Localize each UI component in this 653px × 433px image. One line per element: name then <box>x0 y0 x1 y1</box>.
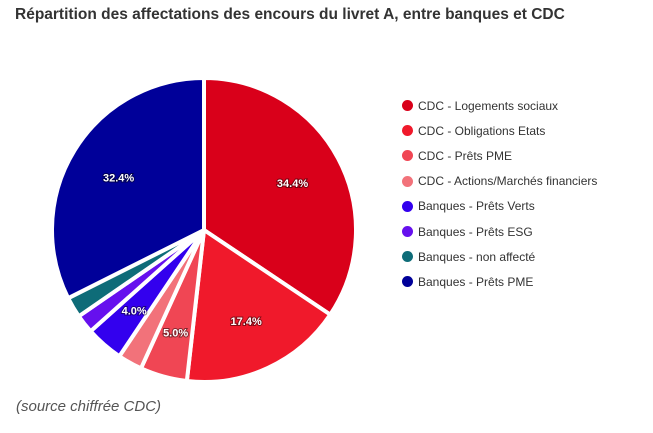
pie-slice[interactable] <box>50 76 206 301</box>
legend-label: Banques - Prêts ESG <box>418 224 533 239</box>
slice-data-label: 32.4% <box>103 172 134 184</box>
legend-marker-icon <box>402 226 413 238</box>
legend-marker-icon <box>402 100 413 112</box>
slice-data-label: 34.4% <box>277 178 308 190</box>
legend-marker-icon <box>402 200 413 212</box>
legend-label: CDC - Actions/Marchés financiers <box>418 174 598 189</box>
chart-legend: CDC - Logements sociaux CDC - Obligations… <box>402 93 597 295</box>
legend-item[interactable]: CDC - Logements sociaux <box>402 93 597 118</box>
legend-marker-icon <box>402 175 413 187</box>
slice-data-label: 4.0% <box>122 305 147 317</box>
source-note: (source chiffrée CDC) <box>16 398 162 415</box>
legend-item[interactable]: Banques - Prêts PME <box>402 269 597 294</box>
legend-item[interactable]: CDC - Actions/Marchés financiers <box>402 169 597 194</box>
slice-data-label: 17.4% <box>231 316 262 328</box>
legend-item[interactable]: CDC - Prêts PME <box>402 143 597 168</box>
pie-slice[interactable] <box>202 76 358 317</box>
legend-label: CDC - Prêts PME <box>418 148 513 163</box>
chart-title: Répartition des affectations des encours… <box>15 6 565 23</box>
legend-marker-icon <box>402 251 413 263</box>
legend-label: CDC - Obligations Etats <box>418 123 546 138</box>
legend-marker-icon <box>402 150 413 162</box>
legend-marker-icon <box>402 276 413 288</box>
legend-marker-icon <box>402 125 413 137</box>
pie-chart: 34.4% 17.4% 5.0% 4.0% 32.4% <box>50 76 358 384</box>
legend-label: Banques - non affecté <box>418 249 536 264</box>
legend-item[interactable]: Banques - Prêts ESG <box>402 219 597 244</box>
legend-label: Banques - Prêts PME <box>418 274 534 289</box>
legend-label: Banques - Prêts Verts <box>418 199 535 214</box>
legend-item[interactable]: Banques - Prêts Verts <box>402 194 597 219</box>
legend-item[interactable]: CDC - Obligations Etats <box>402 118 597 143</box>
legend-item[interactable]: Banques - non affecté <box>402 244 597 269</box>
legend-label: CDC - Logements sociaux <box>418 98 559 113</box>
slice-data-label: 5.0% <box>163 328 188 340</box>
pie-slice[interactable] <box>184 228 333 384</box>
